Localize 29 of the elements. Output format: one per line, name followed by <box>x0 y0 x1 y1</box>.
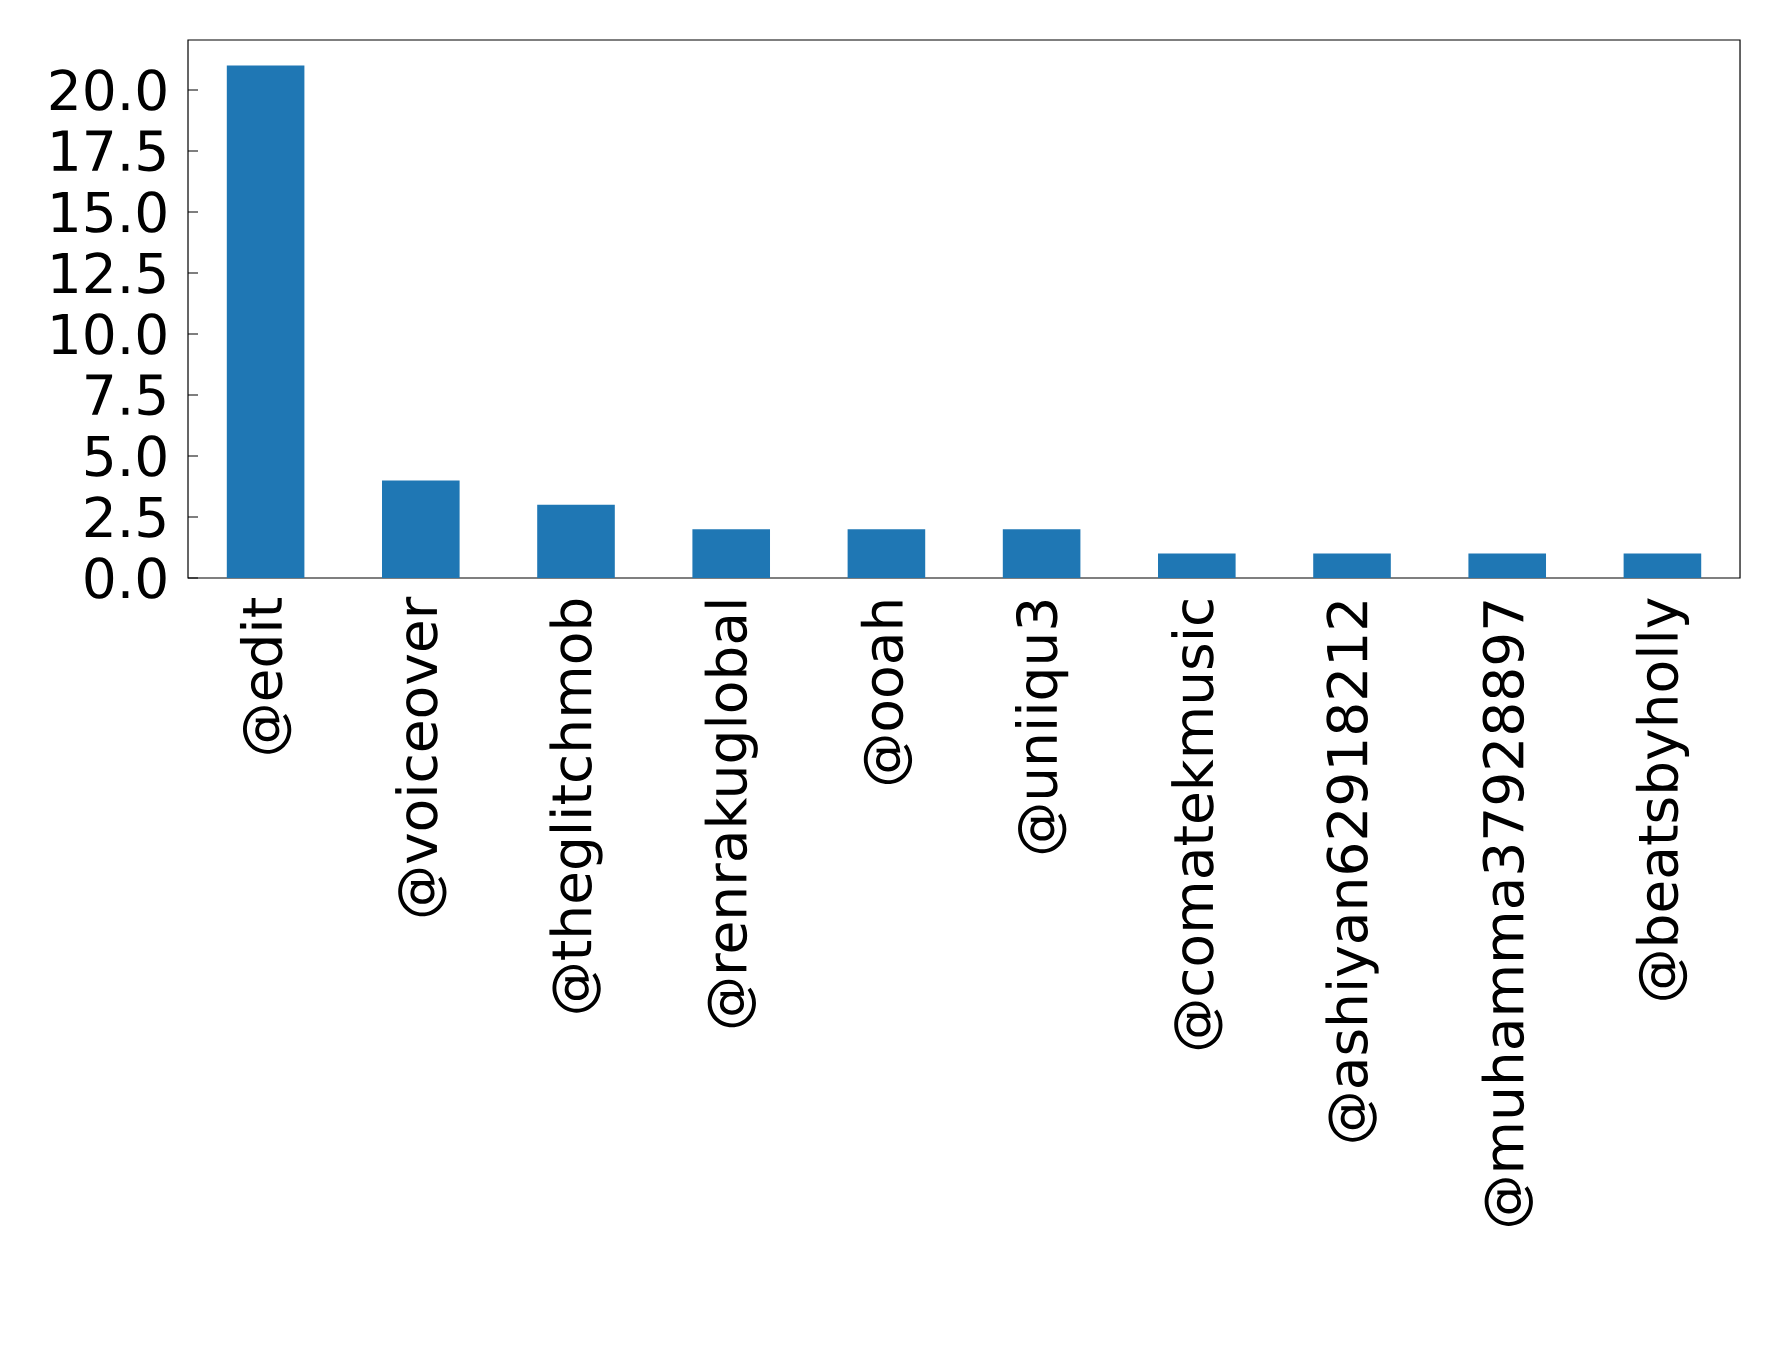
x-tick-label: @muhamma37928897 <box>1481 601 1533 1226</box>
y-tick-label: 17.5 <box>52 130 165 172</box>
bar <box>1313 553 1391 579</box>
y-tick-label: 10.0 <box>52 313 166 355</box>
bar <box>1002 529 1081 579</box>
x-tick-label: @ashiyan62918212 <box>1325 602 1379 1142</box>
y-tick-label: 5.0 <box>86 435 166 477</box>
bar <box>1623 553 1702 579</box>
x-tick-label: @comatekmusic <box>1171 600 1223 1050</box>
bar <box>847 529 926 579</box>
x-tick-label: @voiceover <box>395 596 447 917</box>
bar <box>692 529 771 579</box>
y-tick-label: 20.0 <box>50 69 166 111</box>
y-tick-label: 15.0 <box>52 191 166 233</box>
bar <box>1158 553 1236 579</box>
bar <box>226 65 305 579</box>
bar <box>1468 553 1547 579</box>
y-tick-label: 0.0 <box>85 557 166 599</box>
x-tick-label: @ooah <box>860 601 913 784</box>
y-tick-label: 12.5 <box>52 252 165 294</box>
x-tick-label: @renrakuglobal <box>704 601 758 1028</box>
bar <box>382 480 460 579</box>
bar <box>537 504 615 579</box>
x-tick-label: @uniiqu3 <box>1015 601 1069 854</box>
x-tick-label: @theglitchmob <box>549 599 603 1013</box>
x-tick-label: @edit <box>239 598 292 754</box>
y-tick-label: 7.5 <box>86 374 165 416</box>
x-tick-label: @beatsbyholly <box>1635 598 1690 1000</box>
y-tick-label: 2.5 <box>85 496 165 538</box>
